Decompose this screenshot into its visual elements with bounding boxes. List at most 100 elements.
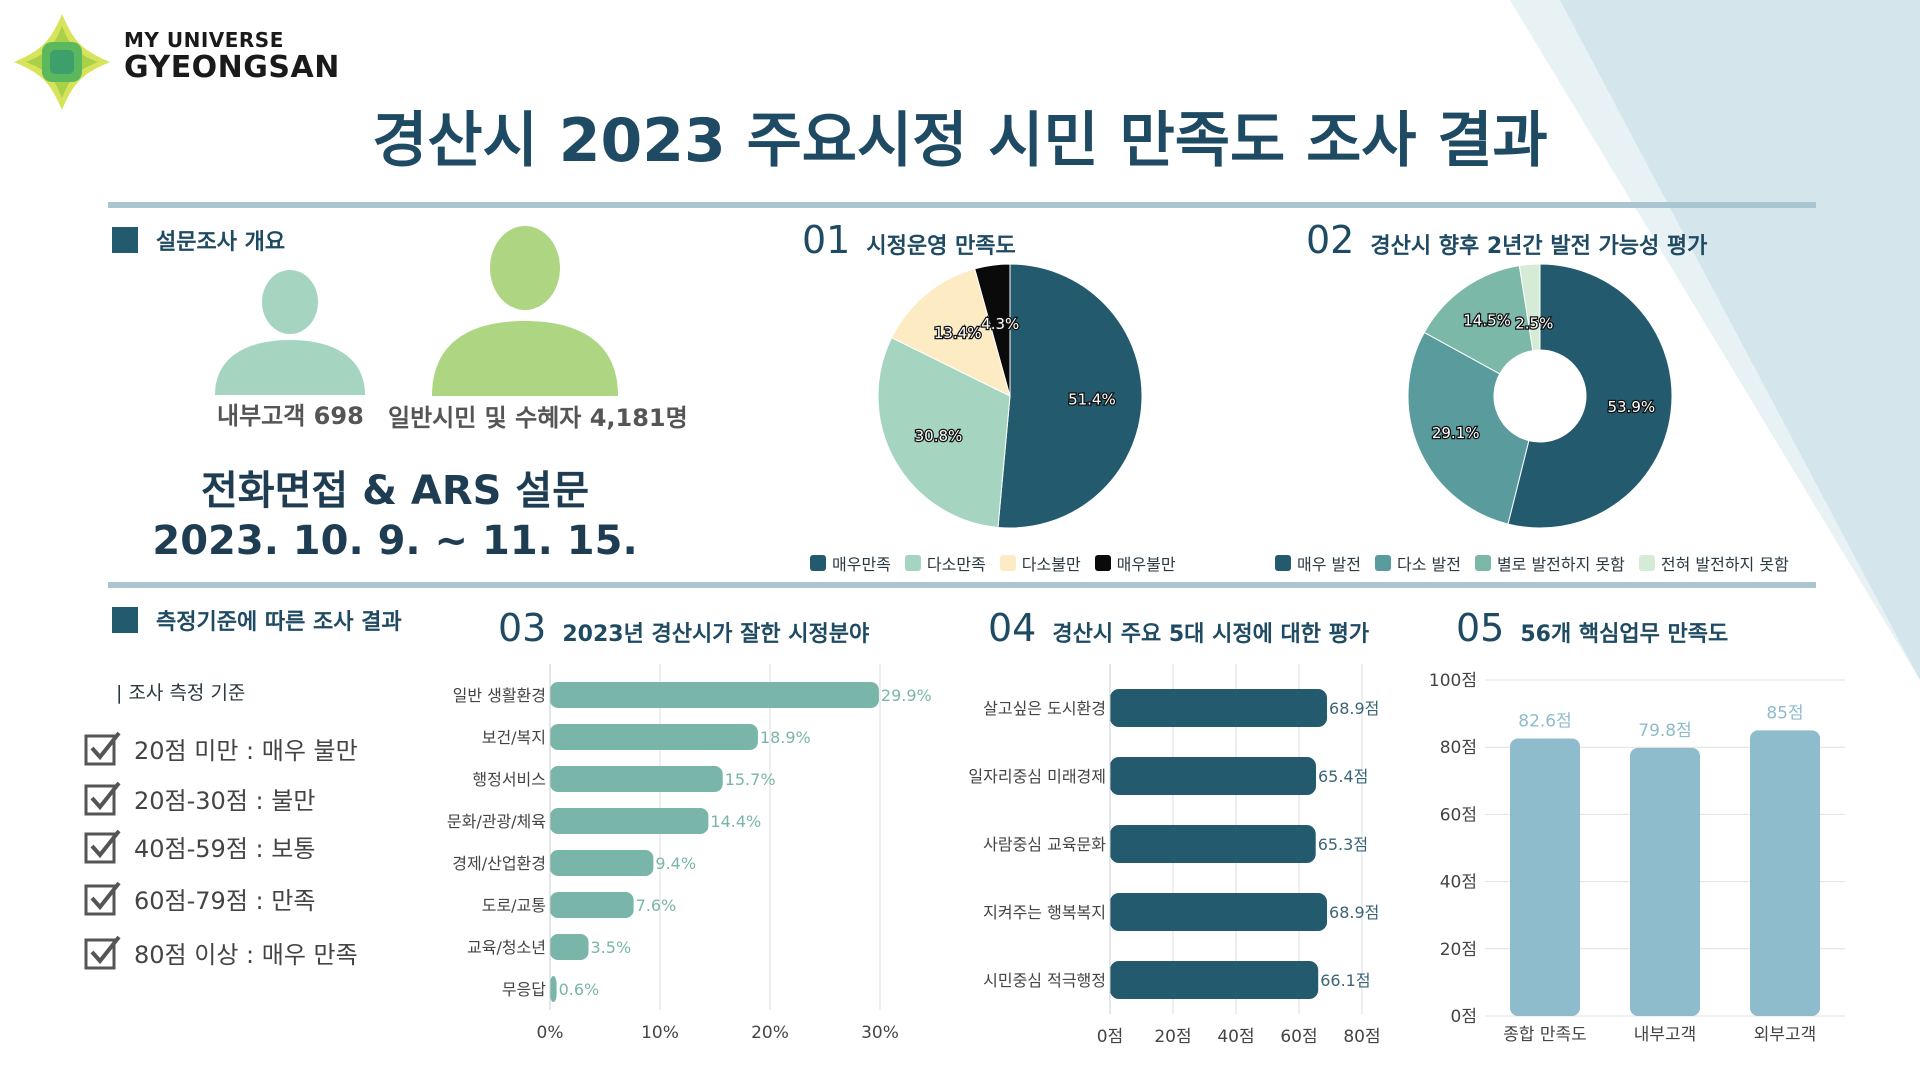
category-label: 내부고객 (1634, 1025, 1697, 1044)
data-label: 7.6% (636, 896, 677, 915)
internal-customer-label: 내부고객 698 (217, 402, 364, 430)
category-label: 경제/산업환경 (452, 854, 546, 873)
legend-label: 다소불만 (1021, 555, 1081, 574)
criteria-item: 40점-59점 : 보통 (84, 828, 315, 864)
checkbox-checked-icon (84, 731, 121, 766)
public-citizen-label: 일반시민 및 수혜자 4,181명 (388, 404, 688, 432)
checkbox-checked-icon (84, 781, 121, 816)
y-tick-label: 40점 (1440, 873, 1477, 893)
divider-top (108, 202, 1816, 208)
x-tick-label: 10% (641, 1023, 679, 1043)
bar (550, 850, 654, 876)
y-tick-label: 60점 (1440, 805, 1477, 825)
bar (550, 682, 879, 708)
data-label: 15.7% (725, 770, 776, 789)
chart03-number: 03 (498, 606, 547, 650)
x-tick-label: 0점 (1097, 1027, 1123, 1044)
data-label: 14.4% (710, 812, 761, 831)
bar (1630, 747, 1700, 1016)
pie-slice (890, 268, 1011, 397)
survey-overview-header: 설문조사 개요 (112, 224, 285, 256)
legend-label: 매우 발전 (1297, 555, 1361, 574)
data-label: 66.1점 (1320, 971, 1370, 990)
bar (550, 766, 723, 792)
data-label: 2.5% (1515, 315, 1553, 333)
x-tick-label: 0% (537, 1023, 564, 1043)
criteria-item: 60점-79점 : 만족 (84, 880, 315, 916)
pie-slice (974, 263, 1011, 397)
data-label: 29.1% (1432, 424, 1480, 442)
legend-label: 다소 발전 (1396, 555, 1461, 574)
legend-item: 매우불만 (1094, 551, 1176, 575)
criteria-header: 측정기준에 따른 조사 결과 (112, 604, 402, 636)
chart03-bar: 0% 10% 20% 30% 일반 생활환경 29.9% 보건/복지 18.9% 행정서비스 15… (447, 664, 932, 1043)
data-label: 30.8% (915, 427, 963, 445)
data-label: 51.4% (1068, 391, 1116, 409)
chart01-number: 01 (802, 218, 851, 262)
survey-period: 2023. 10. 9. ~ 11. 15. (152, 518, 638, 564)
criteria-item: 20점-30점 : 불만 (84, 780, 315, 816)
legend-swatch (1374, 555, 1391, 571)
section-marker (112, 227, 138, 253)
data-label: 3.5% (591, 938, 632, 957)
pie-slice (997, 263, 1143, 529)
chart04-header: 04 경산시 주요 5대 시정에 대한 평가 (988, 606, 1369, 650)
checkbox-checked-icon (84, 829, 121, 864)
legend-label: 전혀 발전하지 못함 (1660, 555, 1789, 574)
legend-item: 매우만족 (810, 551, 891, 575)
category-label: 교육/청소년 (467, 938, 546, 957)
survey-method: 전화면접 & ARS 설문 (200, 468, 590, 514)
y-tick-label: 20점 (1440, 940, 1477, 960)
criteria-item-label: 20점 미만 : 매우 불만 (134, 736, 358, 765)
category-label: 일자리중심 미래경제 (968, 767, 1106, 786)
x-tick-label: 80점 (1343, 1027, 1380, 1044)
criteria-header-title: 측정기준에 따른 조사 결과 (156, 610, 402, 635)
legend-swatch (1094, 555, 1111, 571)
chart03-title: 2023년 경산시가 잘한 시정분야 (562, 622, 870, 647)
data-label: 68.9점 (1329, 903, 1379, 922)
chart03-header: 03 2023년 경산시가 잘한 시정분야 (498, 606, 869, 650)
chart02-header: 02 경산시 향후 2년간 발전 가능성 평가 (1306, 218, 1707, 262)
legend-swatch (999, 555, 1016, 571)
x-tick-label: 60점 (1280, 1027, 1317, 1044)
chart05-number: 05 (1456, 606, 1505, 650)
data-label: 68.9점 (1329, 699, 1379, 718)
bar (1750, 730, 1820, 1016)
x-tick-label: 30% (861, 1023, 899, 1043)
bar (550, 724, 758, 750)
bar (1110, 757, 1317, 795)
legend-item: 다소만족 (904, 551, 986, 575)
logo-line2: GYEONGSAN (124, 50, 340, 85)
data-label: 13.4% (934, 324, 982, 342)
criteria-item-label: 40점-59점 : 보통 (134, 834, 316, 863)
category-label: 일반 생활환경 (453, 686, 546, 705)
chart05-header: 05 56개 핵심업무 만족도 (1456, 606, 1728, 650)
pie-slice (1518, 263, 1541, 352)
chart01-legend: 매우만족 다소만족 다소불만 매우불만 (810, 551, 1190, 575)
category-label: 무응답 (502, 980, 546, 999)
data-label: 0.6% (559, 980, 600, 999)
bar (550, 976, 557, 1002)
public-citizen-person-icon (432, 226, 618, 396)
bar (550, 808, 709, 834)
bar (1110, 893, 1328, 931)
checkbox-checked-icon (84, 881, 121, 916)
chart04-title: 경산시 주요 5대 시정에 대한 평가 (1052, 622, 1370, 647)
criteria-item-label: 60점-79점 : 만족 (134, 886, 316, 915)
bar (1110, 689, 1328, 727)
page-title: 경산시 2023 주요시정 시민 만족도 조사 결과 (372, 106, 1548, 176)
bar (1110, 961, 1319, 999)
data-label: 14.5% (1463, 312, 1511, 330)
bar (1510, 738, 1580, 1016)
category-label: 시민중심 적극행정 (983, 971, 1106, 990)
data-label: 4.3% (981, 315, 1019, 333)
x-tick-label: 40점 (1217, 1027, 1254, 1044)
chart01-header: 01 시정운영 만족도 (802, 218, 1016, 262)
category-label: 외부고객 (1754, 1025, 1817, 1044)
data-label: 29.9% (881, 686, 932, 705)
logo-icon (14, 14, 110, 110)
pie-slice (1423, 265, 1534, 375)
criteria-item: 20점 미만 : 매우 불만 (84, 730, 358, 766)
category-label: 도로/교통 (482, 896, 546, 915)
